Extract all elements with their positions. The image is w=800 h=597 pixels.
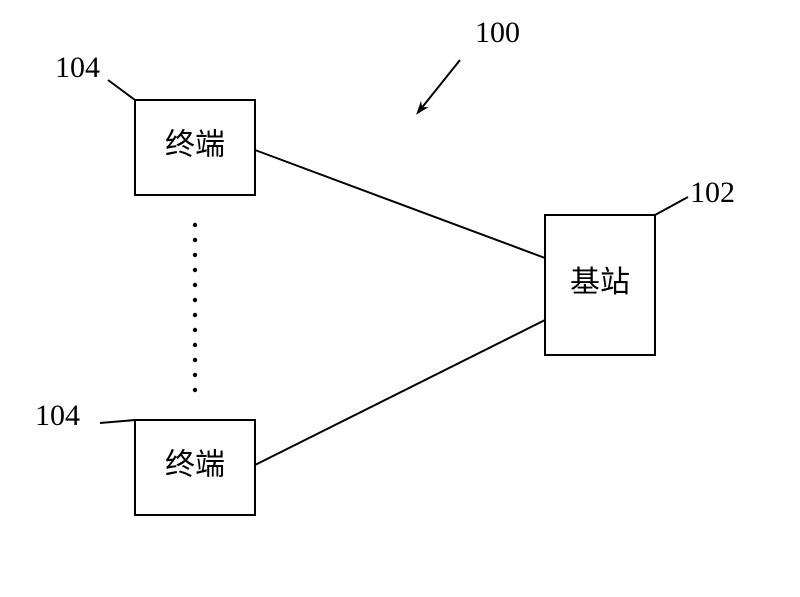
ellipsis-dot (193, 343, 197, 347)
terminal_top-label: 终端 (165, 128, 225, 161)
connection-line-1 (255, 320, 545, 465)
ellipsis-dot (193, 313, 197, 317)
ellipsis-dot (193, 358, 197, 362)
ellipsis-dot (193, 298, 197, 302)
ellipsis-dot (193, 223, 197, 227)
system-ref-arrow (420, 60, 460, 110)
ellipsis-dot (193, 253, 197, 257)
ellipsis-dot (193, 328, 197, 332)
system-ref: 100 (475, 16, 520, 49)
ellipsis-dot (193, 283, 197, 287)
base_station-ref: 102 (690, 176, 735, 209)
base_station-leader (655, 197, 688, 215)
ellipsis-dot (193, 373, 197, 377)
ellipsis-dot (193, 388, 197, 392)
ellipsis-dot (193, 268, 197, 272)
terminal_bottom-ref: 104 (35, 399, 80, 432)
network-diagram: 终端 104 终端 104 基站 102 100 (0, 0, 800, 597)
terminal_bottom-leader (100, 420, 135, 423)
terminal_top-ref: 104 (55, 51, 100, 84)
terminal_top-leader (108, 80, 135, 100)
base_station-label: 基站 (570, 266, 630, 299)
terminal_bottom-label: 终端 (165, 448, 225, 481)
connection-line-0 (255, 150, 545, 258)
ellipsis-dot (193, 238, 197, 242)
